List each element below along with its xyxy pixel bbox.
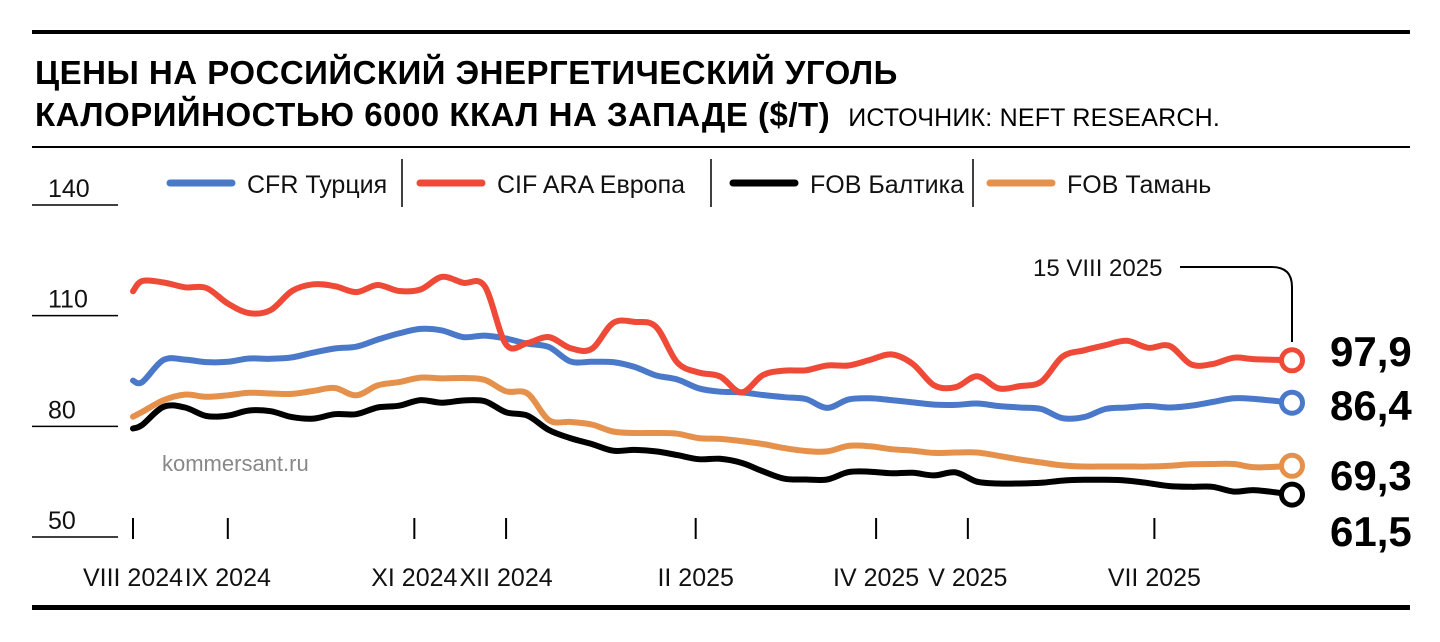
series-line-2 bbox=[130, 273, 1295, 396]
end-labels: 69,3 61,5 86,4 97,9 bbox=[1330, 328, 1412, 555]
header-rule bbox=[32, 146, 1410, 148]
series-line-4 bbox=[130, 374, 1295, 471]
end-markers bbox=[1279, 347, 1305, 508]
x-tick-label-ix-2024: IX 2024 bbox=[185, 564, 271, 592]
end-value-label-4: 69,3 bbox=[1330, 452, 1412, 499]
end-value-label-2: 97,9 bbox=[1330, 328, 1412, 375]
legend-label-1: CFR Турция bbox=[247, 171, 387, 199]
series-line-3 bbox=[130, 397, 1295, 498]
watermark: kommersant.ru bbox=[162, 451, 309, 476]
end-marker-4 bbox=[1279, 452, 1305, 479]
chart-title-line-2: КАЛОРИЙНОСТЬЮ 6000 ККАЛ НА ЗАПАДЕ ($/Т) И… bbox=[35, 96, 1220, 133]
legend-label-4: FOB Тамань bbox=[1067, 171, 1211, 199]
legend-label-3: FOB Балтика bbox=[810, 171, 964, 199]
y-tick-label-110: 110 bbox=[48, 286, 88, 314]
y-axis: 140 110 80 50 bbox=[32, 175, 118, 538]
series-line-1 bbox=[130, 325, 1295, 422]
y-tick-label-80: 80 bbox=[48, 396, 76, 424]
annotation-label: 15 VIII 2025 bbox=[1033, 255, 1162, 282]
date-annotation: 15 VIII 2025 bbox=[1033, 255, 1293, 342]
end-marker-1 bbox=[1279, 389, 1305, 416]
y-tick-label-140: 140 bbox=[48, 175, 90, 203]
bottom-rule bbox=[32, 605, 1410, 610]
series-lines bbox=[130, 273, 1295, 498]
x-tick-label-xi-2024: XI 2024 bbox=[371, 564, 457, 592]
end-marker-3 bbox=[1279, 481, 1305, 508]
x-tick-label-xii-2024: XII 2024 bbox=[460, 564, 553, 592]
end-value-label-3: 61,5 bbox=[1330, 508, 1412, 555]
top-rule bbox=[32, 30, 1410, 34]
x-tick-label-vii-2025: VII 2025 bbox=[1108, 564, 1201, 592]
x-axis: VIII 2024 IX 2024 XI 2024 XII 2024 II 2025 IV… bbox=[83, 518, 1201, 592]
y-tick-label-50: 50 bbox=[48, 507, 76, 535]
source-note: ИСТОЧНИК: NEFT RESEARCH. bbox=[848, 104, 1220, 132]
legend-label-2: CIF ARA Европа bbox=[497, 171, 685, 199]
annotation-leader-line bbox=[1180, 266, 1293, 342]
chart-title-line-1: ЦЕНЫ НА РОССИЙСКИЙ ЭНЕРГЕТИЧЕСКИЙ УГОЛЬ bbox=[35, 54, 898, 91]
x-tick-label-ii-2025: II 2025 bbox=[657, 564, 733, 592]
x-tick-label-viii-2024: VIII 2024 bbox=[83, 564, 183, 592]
x-tick-label-v-2025: V 2025 bbox=[928, 564, 1007, 592]
end-value-label-1: 86,4 bbox=[1330, 382, 1412, 429]
legend: CFR Турция CIF ARA Европа FOB Балтика FOB Т… bbox=[166, 159, 1211, 207]
end-marker-2 bbox=[1279, 347, 1305, 374]
x-tick-label-iv-2025: IV 2025 bbox=[833, 564, 919, 592]
